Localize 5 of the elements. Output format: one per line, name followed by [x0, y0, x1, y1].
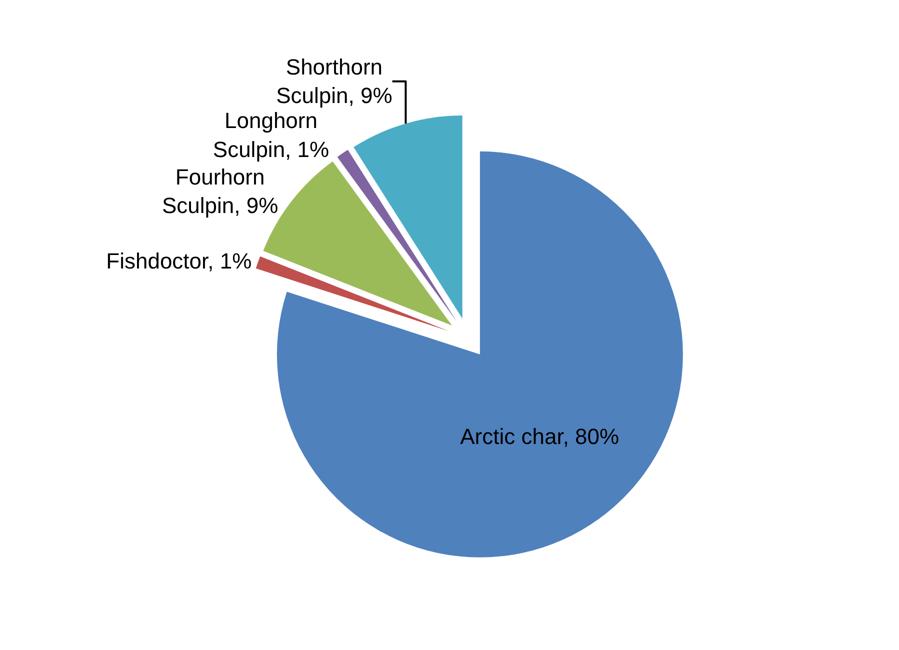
slice-label: Fourhorn Sculpin, 9% — [162, 164, 278, 218]
slice-label: Longhorn Sculpin, 1% — [212, 108, 330, 162]
slice-label: Arctic char, 80% — [460, 424, 620, 450]
slice-label: Shorthorn Sculpin, 9% — [276, 54, 392, 108]
slice-label: Fishdoctor, 1% — [106, 248, 252, 274]
